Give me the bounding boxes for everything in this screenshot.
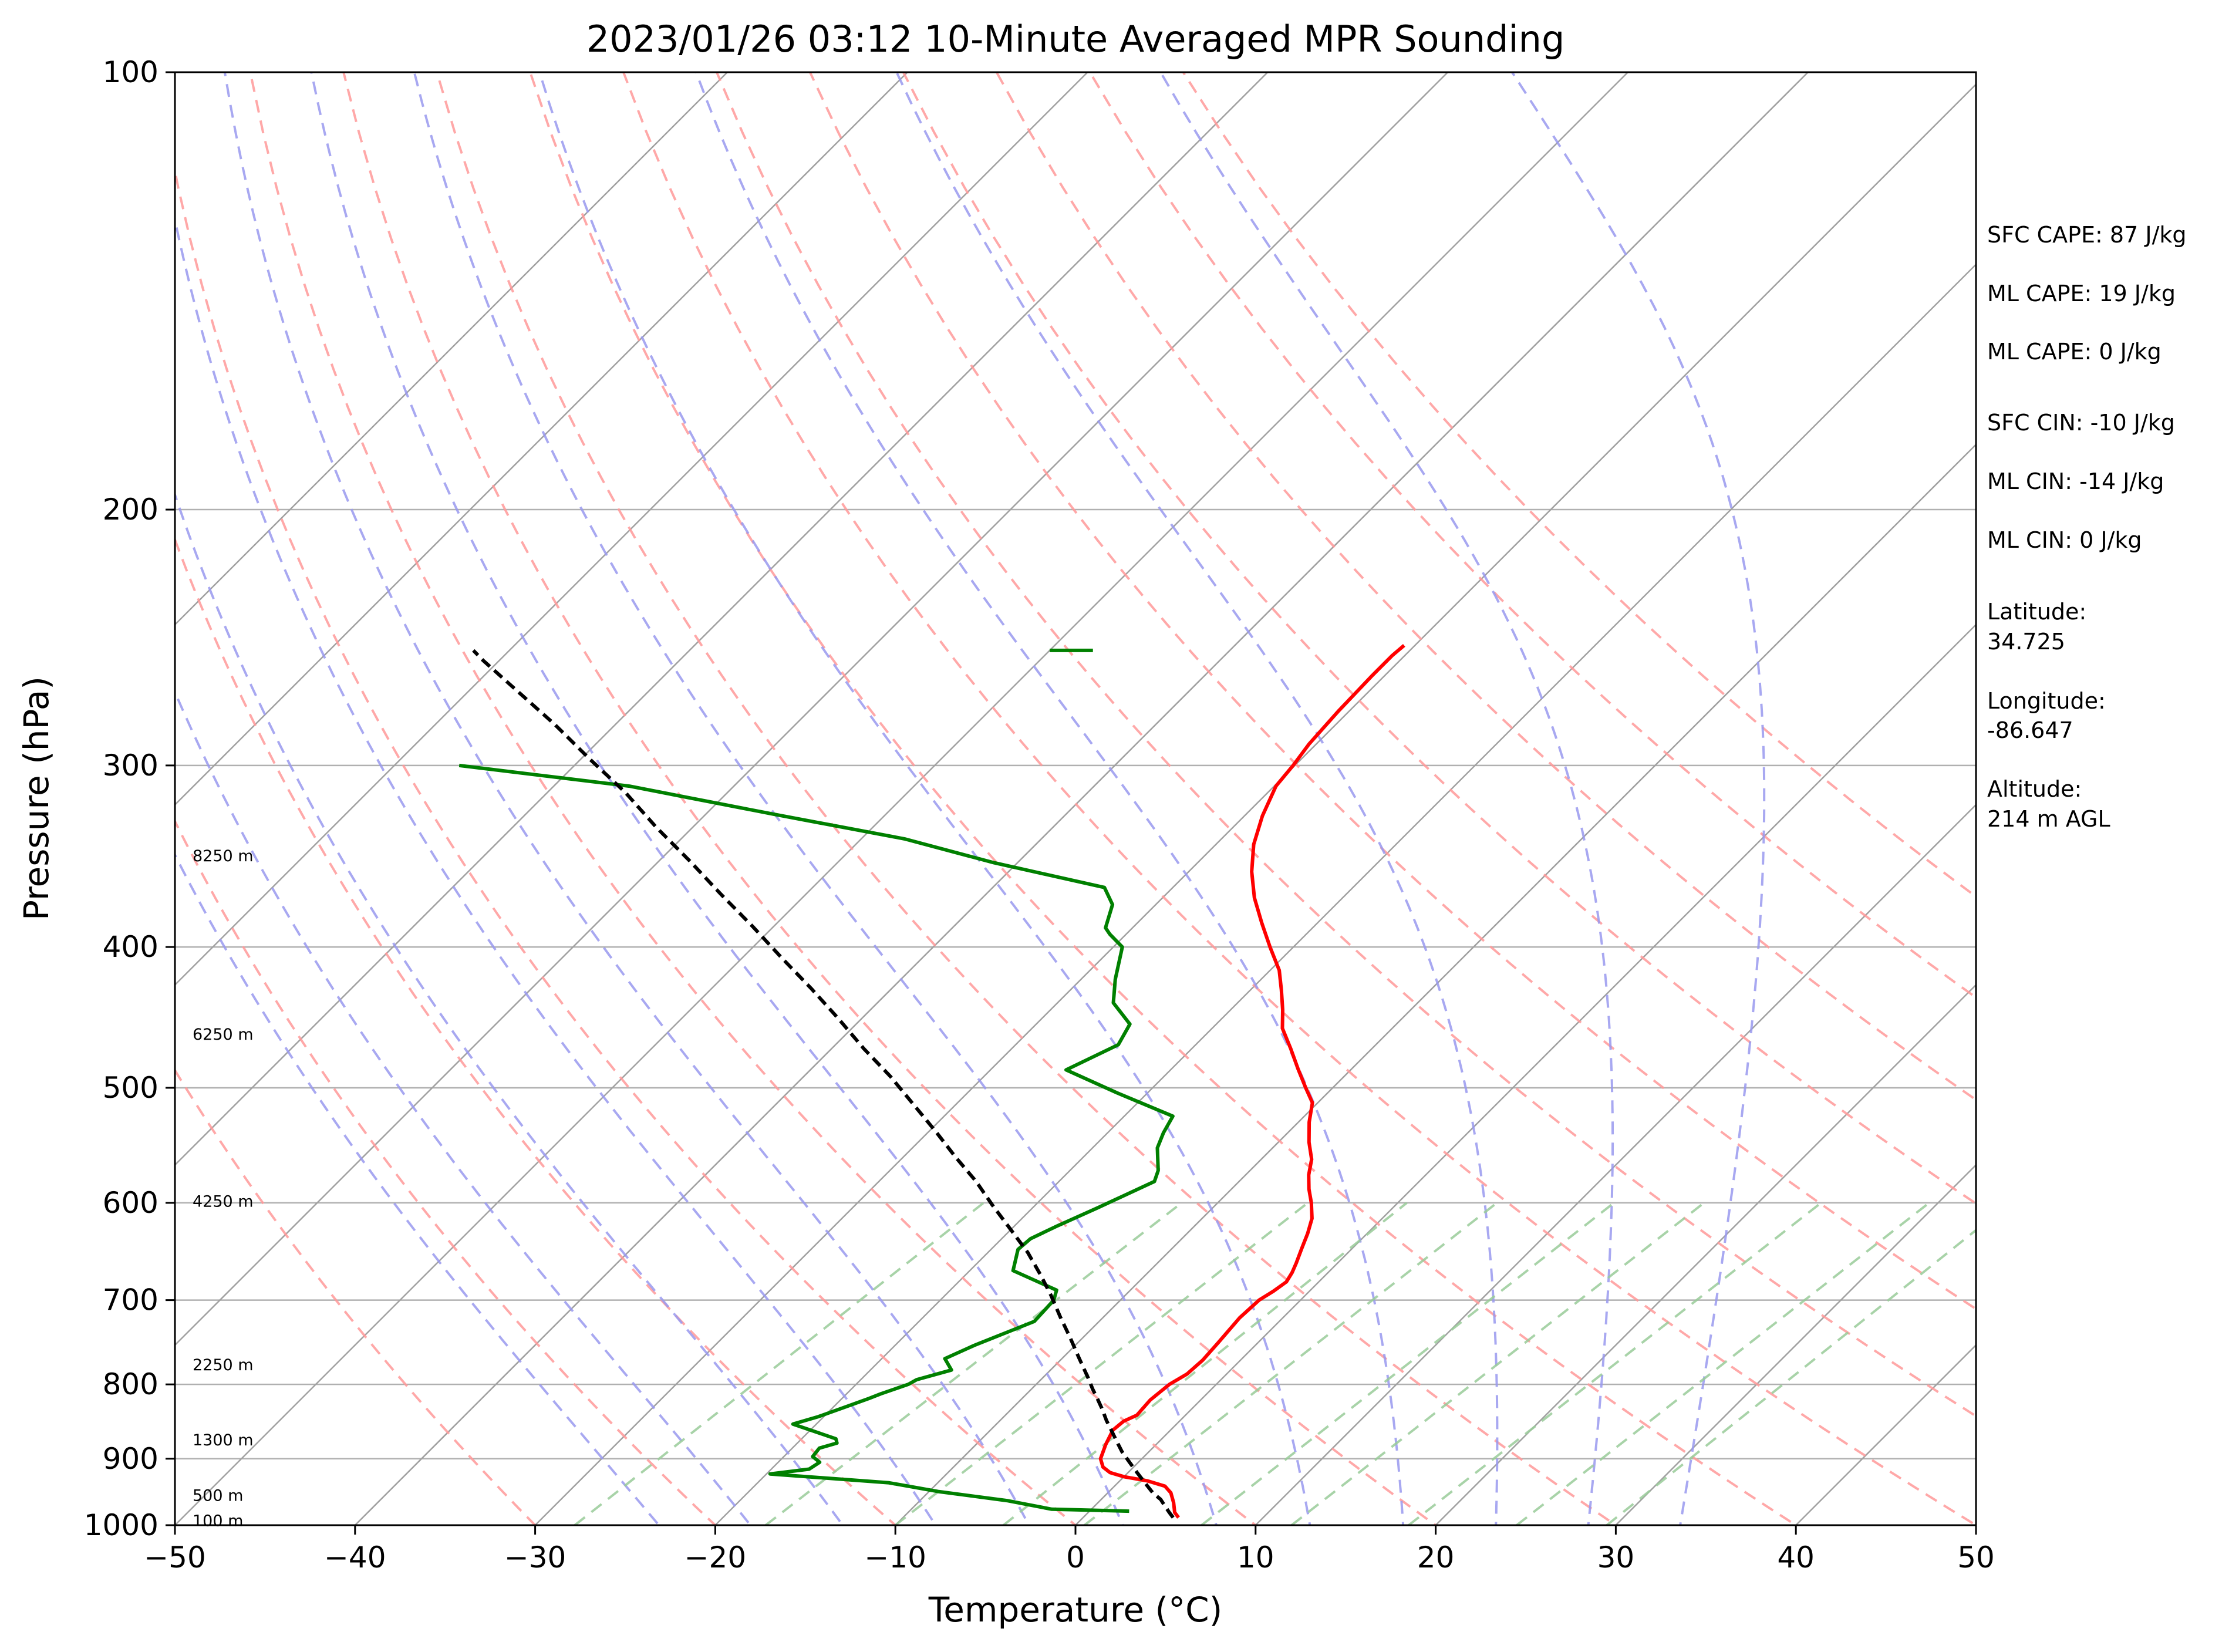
param-ml-cin-1: ML CIN: -14 J/kg bbox=[1987, 468, 2164, 494]
height-label: 4250 m bbox=[193, 1192, 254, 1211]
y-tick-label: 500 bbox=[103, 1071, 159, 1105]
x-tick-label: −10 bbox=[864, 1540, 926, 1575]
x-tick-label: −30 bbox=[504, 1540, 567, 1575]
height-label: 2250 m bbox=[193, 1356, 254, 1374]
x-tick-label: 40 bbox=[1777, 1540, 1815, 1575]
param-latitude-label: Latitude: bbox=[1987, 599, 2086, 625]
height-label: 500 m bbox=[193, 1486, 243, 1505]
height-label: 8250 m bbox=[193, 847, 254, 865]
x-tick-label: −20 bbox=[684, 1540, 747, 1575]
param-sfc-cape: SFC CAPE: 87 J/kg bbox=[1987, 222, 2187, 248]
param-altitude-label: Altitude: bbox=[1987, 776, 2082, 802]
param-ml-cape-1: ML CAPE: 19 J/kg bbox=[1987, 281, 2176, 306]
x-tick-label: 20 bbox=[1417, 1540, 1455, 1575]
param-longitude-value: -86.647 bbox=[1987, 717, 2073, 743]
x-tick-label: 30 bbox=[1597, 1540, 1635, 1575]
param-longitude-label: Longitude: bbox=[1987, 688, 2106, 714]
x-tick-label: 50 bbox=[1957, 1540, 1995, 1575]
param-altitude-value: 214 m AGL bbox=[1987, 806, 2110, 832]
x-tick-label: −40 bbox=[324, 1540, 386, 1575]
x-axis-label: Temperature (°C) bbox=[928, 1590, 1223, 1630]
height-label: 1300 m bbox=[193, 1431, 254, 1449]
y-tick-label: 900 bbox=[103, 1442, 159, 1476]
x-tick-label: 0 bbox=[1066, 1540, 1085, 1575]
y-tick-label: 300 bbox=[103, 749, 159, 783]
y-tick-label: 200 bbox=[103, 493, 159, 527]
height-label: 100 m bbox=[193, 1512, 243, 1530]
y-tick-label: 800 bbox=[103, 1367, 159, 1401]
x-tick-label: −50 bbox=[144, 1540, 206, 1575]
y-tick-label: 1000 bbox=[84, 1508, 159, 1542]
param-ml-cin-2: ML CIN: 0 J/kg bbox=[1987, 527, 2142, 553]
y-tick-label: 700 bbox=[103, 1283, 159, 1317]
y-tick-label: 600 bbox=[103, 1186, 159, 1220]
chart-title: 2023/01/26 03:12 10-Minute Averaged MPR … bbox=[586, 18, 1565, 60]
y-axis-label: Pressure (hPa) bbox=[16, 676, 56, 921]
param-ml-cape-2: ML CAPE: 0 J/kg bbox=[1987, 339, 2162, 365]
y-tick-label: 100 bbox=[103, 55, 159, 89]
y-tick-label: 400 bbox=[103, 930, 159, 964]
height-label: 6250 m bbox=[193, 1026, 254, 1044]
x-tick-label: 10 bbox=[1237, 1540, 1274, 1575]
param-latitude-value: 34.725 bbox=[1987, 629, 2065, 655]
param-sfc-cin: SFC CIN: -10 J/kg bbox=[1987, 410, 2175, 436]
